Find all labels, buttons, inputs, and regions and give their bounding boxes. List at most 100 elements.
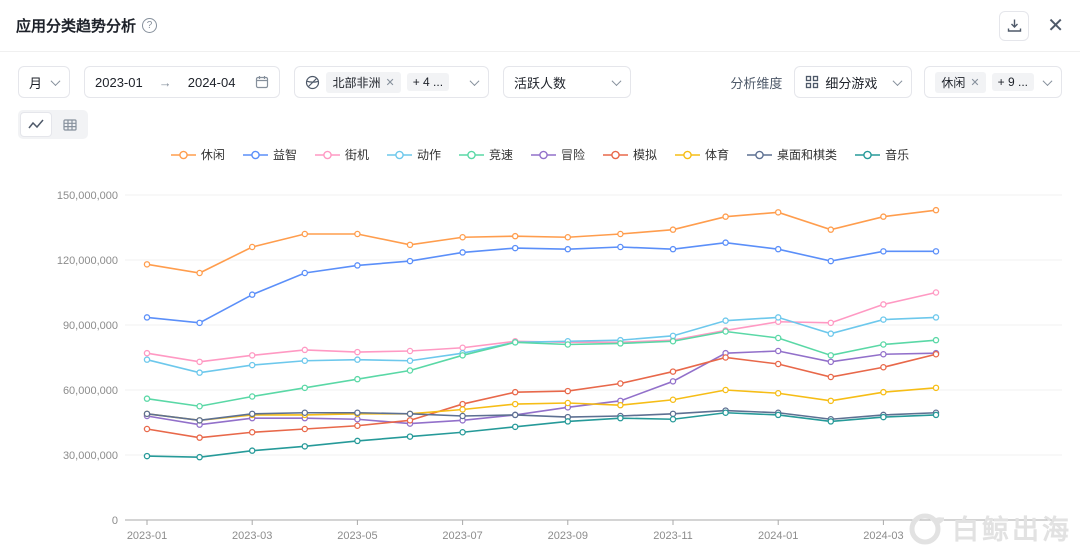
legend-item[interactable]: 街机	[314, 146, 369, 163]
series-line[interactable]	[146, 409, 937, 422]
data-point[interactable]	[248, 361, 256, 369]
data-point[interactable]	[827, 352, 835, 359]
data-point[interactable]	[880, 248, 887, 255]
data-point[interactable]	[669, 337, 677, 345]
data-point[interactable]	[196, 417, 203, 424]
data-point[interactable]	[669, 415, 677, 423]
data-point[interactable]	[354, 230, 361, 238]
data-point[interactable]	[932, 350, 940, 358]
data-point[interactable]	[511, 400, 519, 408]
data-point[interactable]	[722, 386, 729, 394]
close-button[interactable]: ✕	[1047, 14, 1064, 37]
data-point[interactable]	[143, 452, 151, 460]
data-point[interactable]	[827, 257, 835, 265]
data-point[interactable]	[669, 332, 677, 340]
data-point[interactable]	[354, 409, 361, 416]
data-point[interactable]	[774, 347, 782, 355]
data-point[interactable]	[774, 334, 782, 342]
data-point[interactable]	[301, 357, 309, 364]
data-point[interactable]	[354, 437, 361, 445]
data-point[interactable]	[143, 395, 151, 402]
granularity-select[interactable]: 月	[18, 66, 71, 98]
data-point[interactable]	[932, 384, 940, 392]
series-line[interactable]	[146, 330, 937, 408]
legend-item[interactable]: 桌面和棋类	[747, 146, 837, 163]
trend-line-chart[interactable]: 0 30,000,000 60,000,000 90,000,000 120,000,0…	[0, 165, 1080, 553]
data-point[interactable]	[932, 248, 940, 255]
data-point[interactable]	[406, 241, 414, 249]
data-point[interactable]	[406, 417, 414, 424]
data-point[interactable]	[354, 348, 361, 356]
data-point[interactable]	[564, 418, 572, 425]
data-point[interactable]	[774, 360, 782, 368]
data-point[interactable]	[774, 411, 782, 419]
data-point[interactable]	[669, 368, 677, 375]
data-point[interactable]	[406, 257, 414, 265]
data-point[interactable]	[932, 206, 940, 214]
help-icon[interactable]: ?	[142, 18, 158, 33]
data-point[interactable]	[774, 314, 782, 321]
series-line[interactable]	[146, 387, 937, 422]
data-point[interactable]	[459, 352, 466, 359]
data-point[interactable]	[354, 356, 361, 363]
data-point[interactable]	[511, 388, 519, 396]
data-point[interactable]	[406, 347, 414, 355]
line-chart-toggle-button[interactable]	[20, 112, 52, 137]
data-point[interactable]	[827, 319, 835, 327]
data-point[interactable]	[880, 213, 887, 220]
data-point[interactable]	[880, 363, 887, 371]
data-point[interactable]	[143, 410, 151, 418]
data-point[interactable]	[301, 269, 309, 277]
data-point[interactable]	[459, 428, 466, 436]
data-point[interactable]	[248, 352, 256, 359]
data-point[interactable]	[880, 413, 887, 421]
data-point[interactable]	[880, 388, 887, 396]
dimension-select[interactable]: 细分游戏	[794, 66, 913, 98]
data-point[interactable]	[669, 245, 677, 253]
data-point[interactable]	[880, 341, 887, 348]
data-point[interactable]	[196, 319, 203, 327]
data-point[interactable]	[248, 393, 256, 400]
data-point[interactable]	[143, 261, 151, 268]
legend-item[interactable]: 竞速	[458, 146, 513, 163]
data-point[interactable]	[406, 357, 414, 364]
data-point[interactable]	[301, 425, 309, 433]
data-point[interactable]	[459, 406, 466, 413]
data-point[interactable]	[722, 328, 729, 335]
legend-item[interactable]: 音乐	[855, 146, 909, 163]
data-point[interactable]	[932, 336, 940, 344]
data-point[interactable]	[511, 411, 519, 419]
data-point[interactable]	[827, 358, 835, 366]
data-point[interactable]	[406, 410, 414, 418]
legend-item[interactable]: 冒险	[531, 146, 585, 163]
data-point[interactable]	[932, 314, 940, 321]
data-point[interactable]	[143, 425, 151, 433]
data-point[interactable]	[722, 354, 729, 361]
data-point[interactable]	[354, 262, 361, 269]
data-point[interactable]	[248, 243, 256, 251]
data-point[interactable]	[564, 387, 572, 395]
data-point[interactable]	[669, 410, 677, 418]
data-point[interactable]	[774, 209, 782, 216]
region-more-tag[interactable]: + 4 ...	[406, 73, 450, 91]
data-point[interactable]	[932, 411, 940, 419]
data-point[interactable]	[564, 399, 572, 407]
remove-tag-icon[interactable]: ✕	[385, 76, 395, 89]
data-point[interactable]	[669, 396, 677, 403]
data-point[interactable]	[143, 349, 151, 357]
data-point[interactable]	[722, 213, 729, 220]
data-point[interactable]	[669, 378, 677, 385]
data-point[interactable]	[722, 239, 729, 246]
legend-item[interactable]: 模拟	[603, 146, 657, 163]
data-point[interactable]	[354, 375, 361, 383]
data-point[interactable]	[827, 373, 835, 381]
data-point[interactable]	[827, 418, 835, 425]
metric-select[interactable]: 活跃人数	[503, 66, 632, 98]
series-line[interactable]	[146, 353, 937, 439]
region-multiselect[interactable]: 北部非洲 ✕ + 4 ...	[294, 66, 490, 98]
data-point[interactable]	[143, 356, 151, 363]
data-point[interactable]	[301, 409, 309, 416]
data-point[interactable]	[196, 369, 203, 376]
category-multiselect[interactable]: 休闲 ✕ + 9 ...	[924, 66, 1062, 98]
data-point[interactable]	[617, 243, 624, 251]
